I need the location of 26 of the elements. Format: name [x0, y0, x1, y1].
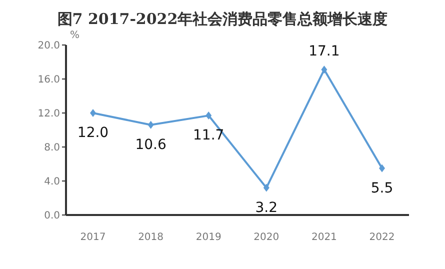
data-label: 3.2 — [255, 200, 278, 216]
chart-title: 图7 2017-2022年社会消费品零售总额增长速度 — [56, 10, 389, 29]
y-tick-label: 12.0 — [38, 108, 60, 120]
point — [206, 112, 212, 120]
y-tick-label: 20.0 — [38, 40, 60, 52]
data-label: 5.5 — [370, 180, 394, 196]
data-label: 10.6 — [135, 136, 166, 153]
x-tick-label: 2021 — [311, 232, 337, 244]
y-axis-title: % — [70, 30, 80, 41]
y-tick-label: 4.0 — [44, 176, 60, 188]
data-label: 12.0 — [77, 125, 109, 141]
data-label: 17.1 — [308, 44, 340, 60]
x-tick-label: 2022 — [369, 232, 395, 244]
point — [321, 66, 328, 74]
point — [379, 164, 385, 172]
point — [263, 184, 270, 192]
y-tick-label: 8.0 — [44, 142, 60, 154]
point — [148, 120, 154, 129]
y-tick-label: 0.0 — [44, 210, 60, 222]
x-tick-label: 2018 — [138, 232, 164, 244]
x-tick-label: 2017 — [80, 232, 106, 244]
y-tick-label: 16.0 — [38, 74, 60, 86]
x-tick-label: 2020 — [254, 232, 280, 244]
x-tick-label: 2019 — [196, 232, 222, 244]
point — [90, 109, 96, 117]
data-label: 11.7 — [193, 128, 224, 144]
